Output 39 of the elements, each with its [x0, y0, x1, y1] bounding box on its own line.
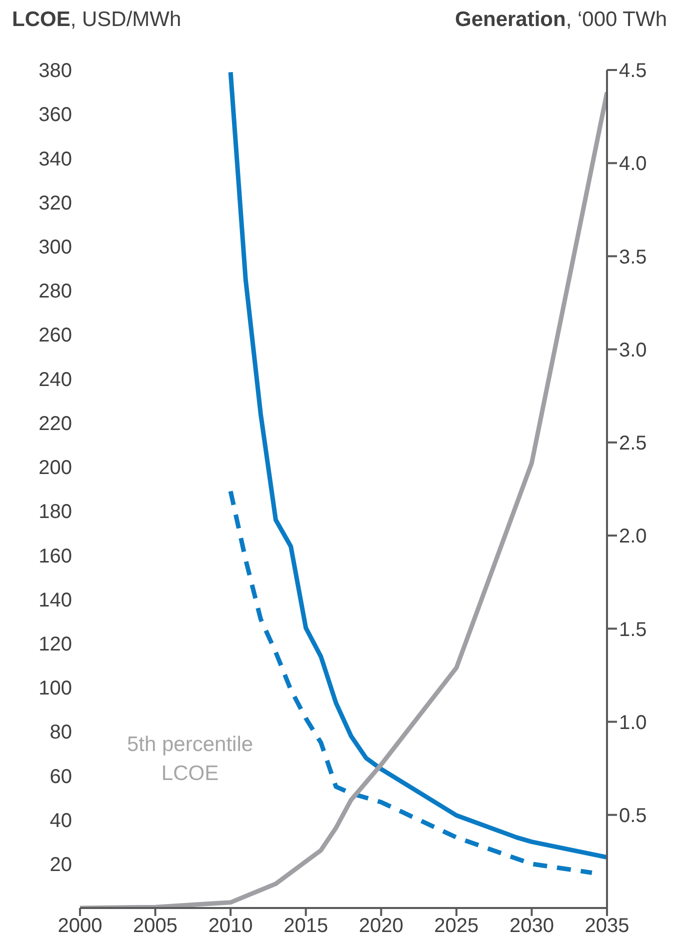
- y-tick-label: 20: [50, 854, 72, 876]
- x-tick-label: 2030: [509, 915, 554, 938]
- y-tick-label: 100: [38, 678, 72, 700]
- y-tick-label: 160: [38, 545, 72, 568]
- y-tick-label: 320: [38, 192, 72, 214]
- y-tick-label: 220: [38, 412, 72, 435]
- y-tick-label: 240: [38, 368, 72, 391]
- y2-tick-label: 3.0: [619, 339, 647, 362]
- x-tick-label: 2025: [434, 915, 479, 938]
- x-tick-label: 2000: [58, 915, 102, 938]
- y2-tick-label: 0.5: [619, 804, 647, 827]
- x-tick-label: 2005: [133, 915, 178, 938]
- y-tick-label: 200: [38, 457, 72, 480]
- y-tick-label: 120: [38, 633, 72, 656]
- y2-tick-label: 2.0: [619, 526, 647, 548]
- y-tick-label: 80: [50, 722, 72, 744]
- y-tick-label: 280: [38, 280, 72, 303]
- x-tick-label: 2020: [358, 915, 404, 938]
- y-tick-label: 60: [50, 766, 72, 788]
- y-axis-title: LCOE, USD/MWh: [12, 8, 182, 32]
- y2-tick-label: 4.0: [619, 153, 647, 176]
- y2-tick-label: 2.5: [619, 432, 647, 455]
- y2-tick-label: 4.5: [619, 60, 647, 82]
- x-tick-label: 2010: [208, 915, 253, 938]
- x-tick-label: 2015: [284, 915, 328, 938]
- y-tick-label: 40: [50, 810, 72, 832]
- y2-tick-label: 1.0: [619, 712, 647, 734]
- y-tick-label: 300: [38, 236, 72, 259]
- y-tick-label: 340: [38, 148, 72, 170]
- y-tick-label: 380: [38, 60, 72, 82]
- y2-axis-title: Generation, ‘000 TWh: [454, 8, 667, 32]
- y-tick-label: 260: [38, 324, 72, 347]
- y-tick-label: 140: [38, 589, 72, 612]
- y2-tick-label: 1.5: [619, 618, 647, 641]
- annotation: 5th percentile LCOE: [126, 732, 254, 787]
- y-tick-label: 360: [38, 104, 72, 126]
- y2-tick-label: 3.5: [619, 246, 647, 268]
- x-tick-label: 2035: [584, 915, 630, 938]
- y-tick-label: 180: [38, 501, 72, 524]
